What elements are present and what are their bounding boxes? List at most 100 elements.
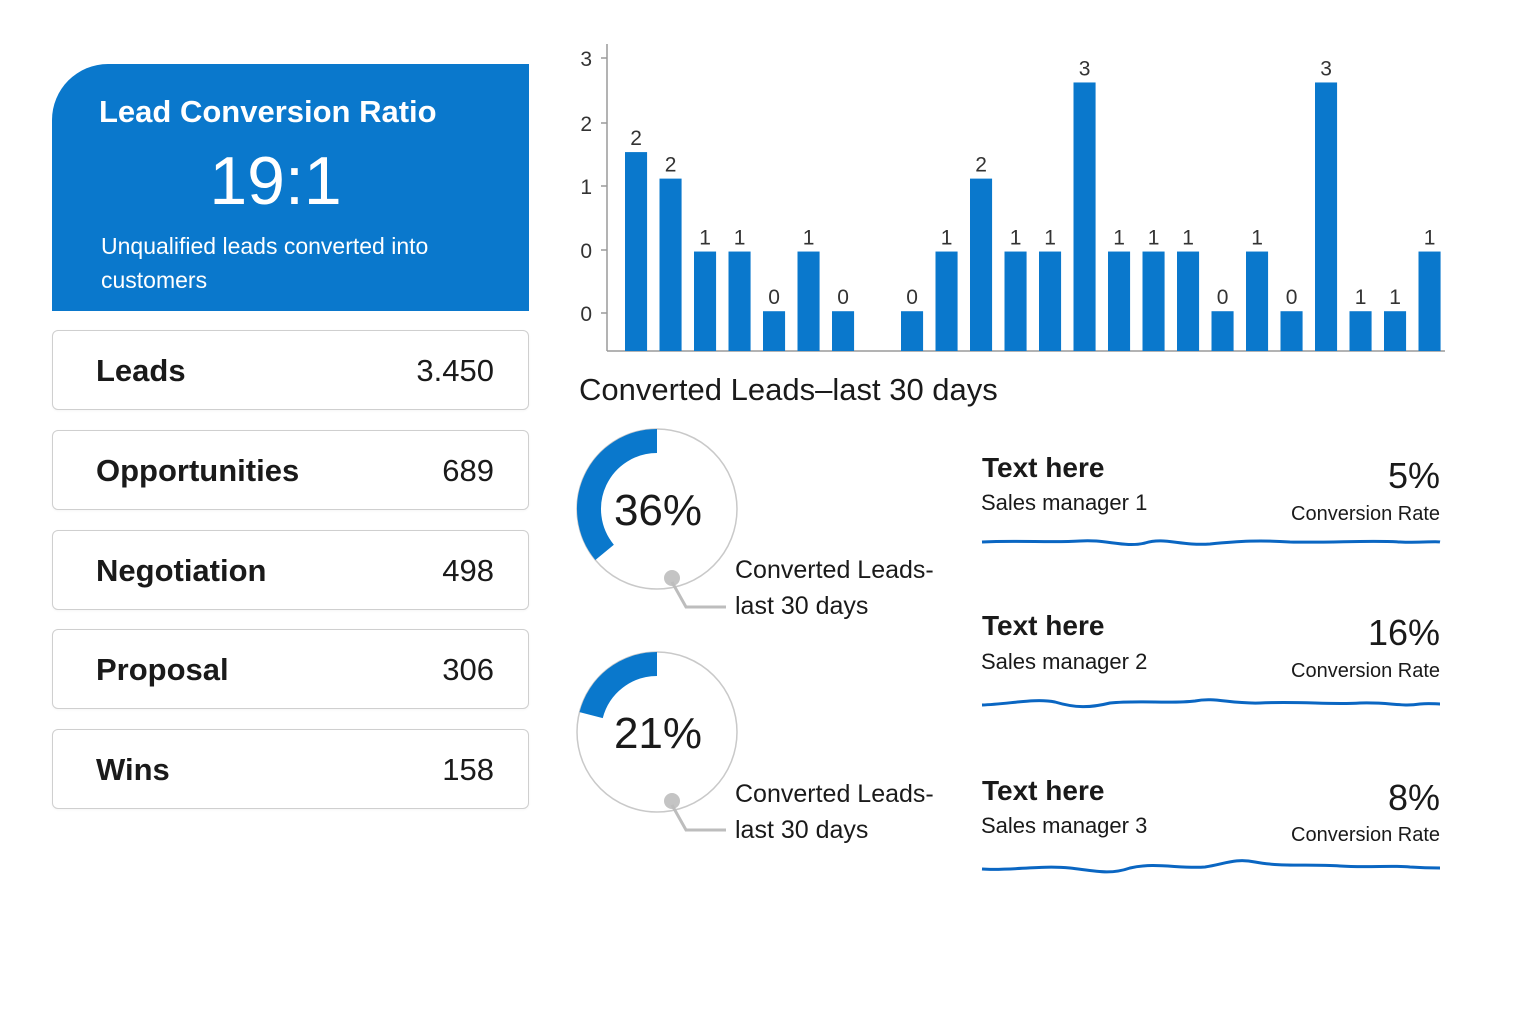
donut-caption: Converted Leads- last 30 days xyxy=(735,776,934,848)
donut-leader-line xyxy=(664,793,726,832)
bar xyxy=(1349,311,1372,351)
data-label: 1 xyxy=(1424,227,1436,250)
bar xyxy=(1315,82,1338,351)
stage-row-leads: Leads 3.450 xyxy=(52,330,529,410)
bar xyxy=(901,311,924,351)
data-label: 3 xyxy=(1079,57,1091,80)
donut-caption-line1: Converted Leads- xyxy=(735,556,934,584)
data-label: 1 xyxy=(941,227,953,250)
data-label: 0 xyxy=(1286,286,1298,309)
data-label: 1 xyxy=(1251,227,1263,250)
y-tick-label: 1 xyxy=(580,176,592,199)
stage-label: Negotiation xyxy=(96,553,267,588)
data-label: 1 xyxy=(1010,227,1022,250)
bar xyxy=(1211,311,1234,351)
donut-arc xyxy=(579,652,658,719)
donut-caption-line2: last 30 days xyxy=(735,592,869,620)
rep-rate: 8% xyxy=(1387,777,1440,818)
donut-gauge-2 xyxy=(576,651,738,813)
data-label: 1 xyxy=(734,227,746,250)
rep-role: Sales manager 1 xyxy=(981,490,1148,515)
stage-row-wins: Wins 158 xyxy=(52,729,529,809)
rep-name: Text here xyxy=(982,610,1105,641)
donut-caption-line1: Converted Leads- xyxy=(735,780,934,808)
rep-name: Text here xyxy=(982,452,1105,483)
data-label: 2 xyxy=(630,127,642,150)
stage-row-proposal: Proposal 306 xyxy=(52,629,529,709)
stage-value: 3.450 xyxy=(416,353,494,388)
donut-percent: 36% xyxy=(613,486,703,535)
y-tick-label: 3 xyxy=(580,48,592,71)
lead-conversion-card: Lead Conversion Ratio 19:1 Unqualified l… xyxy=(52,64,529,311)
y-tick-label: 2 xyxy=(580,113,592,136)
rep-sparkline xyxy=(981,859,1441,874)
stage-label: Proposal xyxy=(96,652,229,687)
data-label: 1 xyxy=(803,227,815,250)
donut-caption: Converted Leads- last 30 days xyxy=(735,552,934,624)
bar xyxy=(1418,251,1441,351)
bar xyxy=(1108,251,1131,351)
data-label: 1 xyxy=(1355,286,1367,309)
chart-title: Converted Leads–last 30 days xyxy=(579,372,998,407)
data-label: 1 xyxy=(1113,227,1125,250)
data-label: 3 xyxy=(1320,57,1332,80)
data-label: 0 xyxy=(837,286,849,309)
bar xyxy=(797,251,820,351)
stage-row-opportunities: Opportunities 689 xyxy=(52,430,529,510)
rep-role: Sales manager 2 xyxy=(981,649,1148,674)
bar xyxy=(832,311,855,351)
bar xyxy=(1004,251,1027,351)
rep-role: Sales manager 3 xyxy=(981,813,1148,838)
ratio-value: 19:1 xyxy=(209,143,342,219)
data-label: 1 xyxy=(1182,227,1194,250)
data-label: 2 xyxy=(975,154,987,177)
bar xyxy=(763,311,786,351)
stage-row-negotiation: Negotiation 498 xyxy=(52,530,529,610)
stage-label: Opportunities xyxy=(96,453,300,488)
bar xyxy=(1177,251,1200,351)
data-label: 1 xyxy=(1148,227,1160,250)
bar xyxy=(659,178,682,351)
donut-arc xyxy=(577,429,658,560)
rep-rate-label: Conversion Rate xyxy=(1291,824,1440,846)
ratio-title: Lead Conversion Ratio xyxy=(99,94,437,129)
stage-value: 689 xyxy=(442,453,494,488)
bar xyxy=(935,251,958,351)
rep-rate: 16% xyxy=(1367,612,1440,653)
donut-caption-line2: last 30 days xyxy=(735,816,869,844)
bar xyxy=(1142,251,1165,351)
data-label: 2 xyxy=(665,154,677,177)
donut-leader-line xyxy=(664,570,726,609)
rep-name: Text here xyxy=(982,775,1105,806)
donut-gauge-1 xyxy=(576,428,738,590)
bar xyxy=(970,178,993,351)
data-label: 0 xyxy=(906,286,918,309)
stage-label: Leads xyxy=(96,353,186,388)
stage-value: 498 xyxy=(442,553,494,588)
data-label: 0 xyxy=(768,286,780,309)
bar xyxy=(1280,311,1303,351)
donut-percent: 21% xyxy=(613,709,703,758)
y-tick-label: 0 xyxy=(580,240,592,263)
bar xyxy=(694,251,717,351)
rep-sparkline xyxy=(981,539,1441,547)
bar xyxy=(625,152,648,351)
data-label: 0 xyxy=(1217,286,1229,309)
bar xyxy=(1039,251,1062,351)
ratio-subtitle: Unqualified leads converted into custome… xyxy=(101,233,429,293)
rep-rate-label: Conversion Rate xyxy=(1291,660,1440,682)
bar xyxy=(1246,251,1269,351)
bar xyxy=(1384,311,1407,351)
stage-value: 306 xyxy=(442,652,494,687)
bar xyxy=(1073,82,1096,351)
rep-rate-label: Conversion Rate xyxy=(1291,503,1440,525)
y-tick-label: 0 xyxy=(580,303,592,326)
bar xyxy=(728,251,751,351)
data-label: 1 xyxy=(1044,227,1056,250)
rep-sparkline xyxy=(981,698,1441,709)
data-label: 1 xyxy=(699,227,711,250)
stage-value: 158 xyxy=(442,752,494,787)
stage-label: Wins xyxy=(96,752,170,787)
rep-rate: 5% xyxy=(1387,455,1440,496)
